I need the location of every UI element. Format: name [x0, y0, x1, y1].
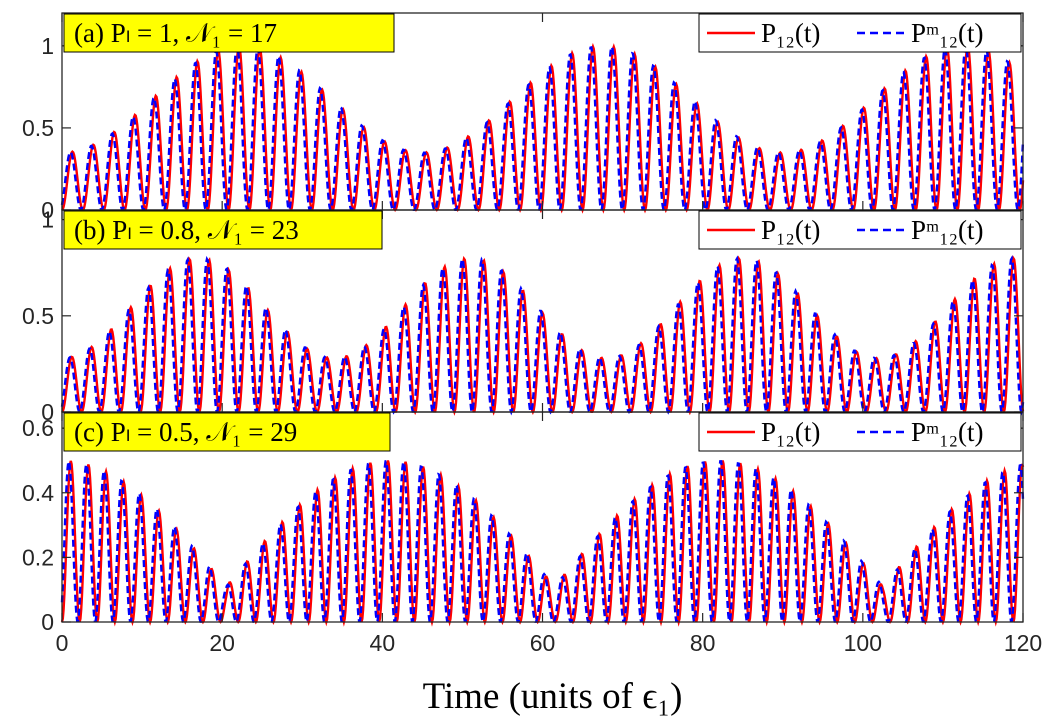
panel-2: 0 0.5 1 (b) Pₗ = 0.8, 𝒩₁ = 23 P₁₂(t) Pᵐ₁₂(t): [22, 207, 1025, 425]
annotation-text-3: (c) Pₗ = 0.5, 𝒩₁ = 29: [74, 417, 297, 447]
panel-1: 0 0.5 1 (a) Pₗ = 1, 𝒩₁ = 17 P₁₂(t) Pᵐ₁₂(t): [22, 12, 1025, 223]
y-tick-label: 1: [41, 33, 54, 59]
y-tick-label: 0: [41, 197, 54, 223]
x-tick-label: 20: [209, 630, 235, 656]
y-tick-label: 0: [41, 609, 54, 635]
legend-label-2: Pᵐ₁₂(t): [911, 18, 984, 48]
annotation-text-2: (b) Pₗ = 0.8, 𝒩₁ = 23: [74, 215, 299, 245]
y-tick-label: 0.5: [22, 115, 54, 141]
series-p12-line-3: [60, 460, 1025, 627]
x-axis-label: Time (units of ϵ₁): [423, 676, 683, 717]
x-tick-label: 80: [690, 630, 716, 656]
series-p12m-line-3: [60, 460, 1025, 624]
series-p12m-line-1: [60, 45, 1025, 211]
annotation-box-2: [63, 210, 383, 250]
x-tick-label: 100: [844, 630, 882, 656]
annotation-box-3: [63, 412, 391, 452]
annotation-text-1: (a) Pₗ = 1, 𝒩₁ = 17: [74, 18, 277, 48]
legend-label-2: Pᵐ₁₂(t): [911, 417, 984, 447]
y-tick-label: 0.6: [22, 415, 54, 441]
annotation-box-1: [63, 13, 395, 53]
x-tick-label: 120: [1004, 630, 1042, 656]
series-p12m-line-2: [60, 255, 1025, 416]
y-tick-label: 0: [41, 399, 54, 425]
x-tick-label: 60: [530, 630, 556, 656]
legend-label-1: P₁₂(t): [761, 215, 820, 245]
legend-label-1: P₁₂(t): [761, 417, 820, 447]
x-tick-label: 0: [56, 630, 69, 656]
y-tick-label: 0.4: [22, 480, 54, 506]
x-tick-label: 40: [370, 630, 396, 656]
y-tick-label: 0.2: [22, 544, 54, 570]
legend-label-1: P₁₂(t): [761, 18, 820, 48]
panel-3: 0 0.2 0.4 0.6 0 20 40 60 80 100 120 Time (units of …: [22, 411, 1042, 717]
legend-label-2: Pᵐ₁₂(t): [911, 215, 984, 245]
y-tick-label: 1: [41, 207, 54, 233]
y-tick-label: 0.5: [22, 303, 54, 329]
